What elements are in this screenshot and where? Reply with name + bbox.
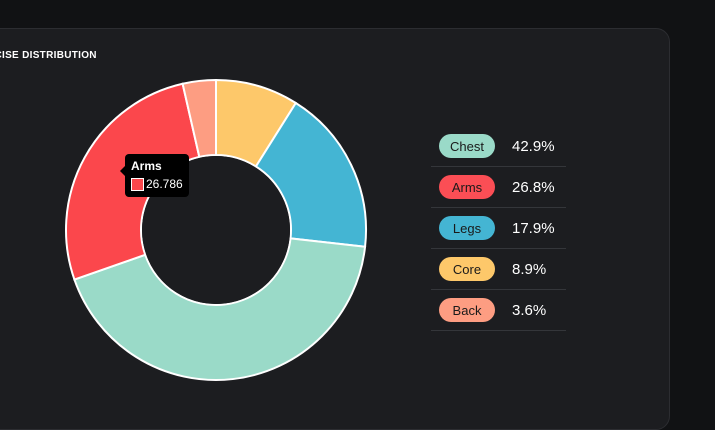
legend-percent-arms: 26.8% [512,178,555,196]
legend-pill-chest: Chest [439,134,495,158]
legend-percent-legs: 17.9% [512,219,555,237]
legend-row-core[interactable]: Core 8.9% [431,249,566,290]
donut-slice-legs[interactable] [254,101,367,248]
donut-slice-back[interactable] [181,78,217,159]
legend-row-arms[interactable]: Arms 26.8% [431,167,566,208]
legend-row-back[interactable]: Back 3.6% [431,290,566,331]
tooltip-title: Arms [131,159,162,173]
legend-pill-arms: Arms [439,175,495,199]
card-title: ERCISE DISTRIBUTION [0,50,97,61]
donut-slice-chest[interactable] [73,237,367,381]
donut-chart [65,78,367,381]
legend-row-legs[interactable]: Legs 17.9% [431,208,566,249]
legend-row-chest[interactable]: Chest 42.9% [431,126,566,167]
legend-pill-back: Back [439,298,495,322]
legend-percent-back: 3.6% [512,301,547,319]
legend-percent-chest: 42.9% [512,137,555,155]
legend-pill-core: Core [439,257,495,281]
chart-tooltip: Arms 26.786 [120,154,189,197]
tooltip-swatch [131,177,144,191]
tooltip-value: 26.786 [146,177,183,191]
legend-percent-core: 8.9% [512,260,547,278]
legend-pill-legs: Legs [439,216,495,240]
legend: Chest 42.9% Arms 26.8% Legs 17.9% Core 8… [431,126,566,331]
